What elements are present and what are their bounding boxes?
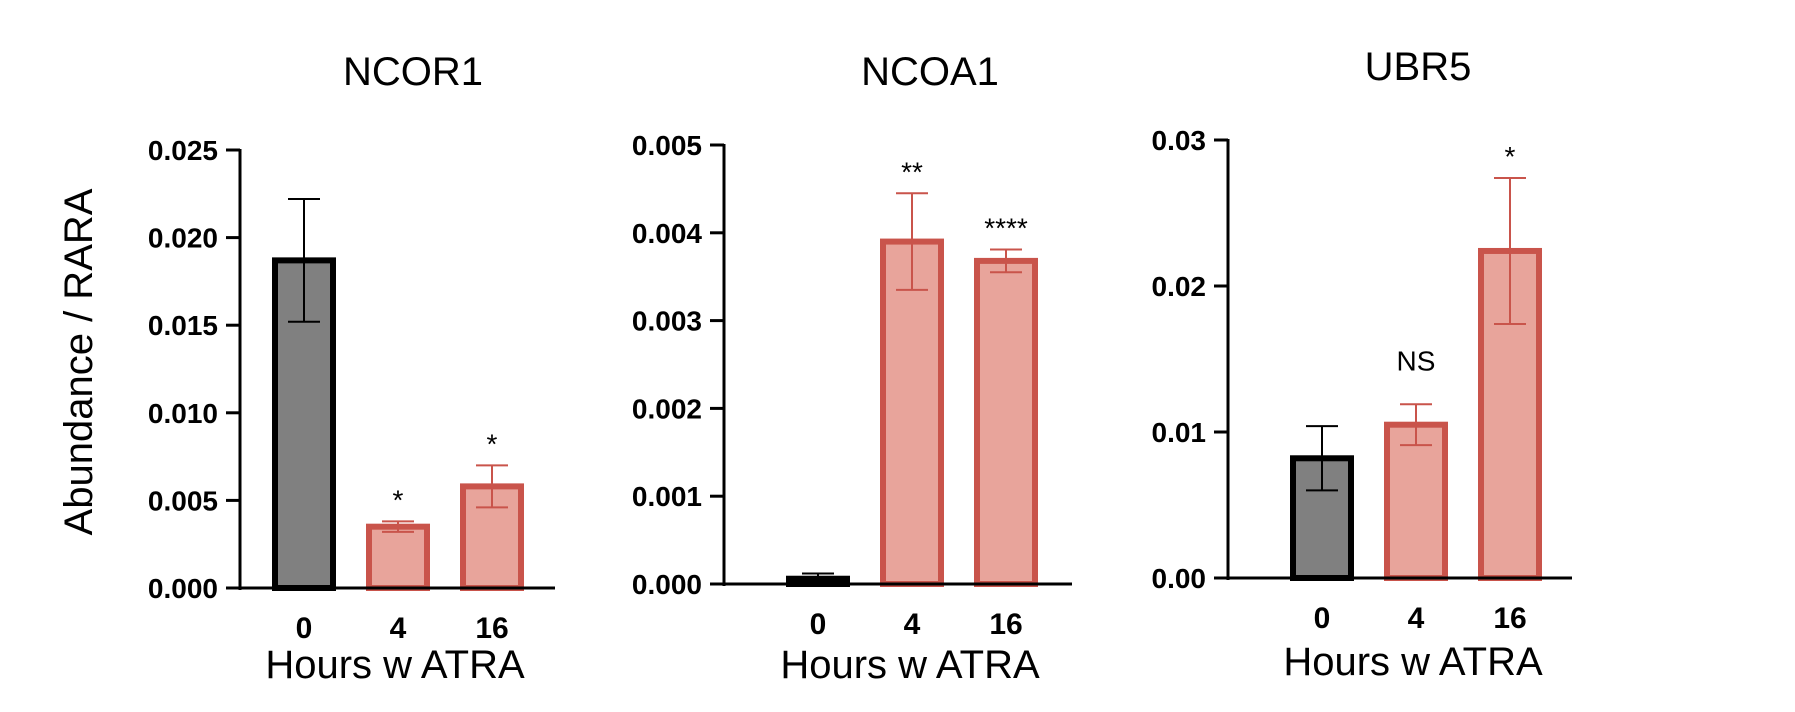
y-tick-label: 0.000 [632,569,702,600]
y-tick-label: 0.002 [632,393,702,424]
y-tick-label: 0.02 [1152,271,1207,302]
x-tick-label: 4 [904,608,921,641]
x-tick-label: 16 [475,612,508,645]
x-tick-label: 4 [390,612,407,645]
y-tick-label: 0.003 [632,306,702,337]
x-axis-label: Hours w ATRA [265,643,525,687]
y-tick-label: 0.001 [632,481,702,512]
plot-area: 0 NS 4 * 16 0.00 0.01 0.02 0.03 [1152,125,1572,635]
bar [366,523,430,591]
y-tick-label: 0.005 [148,485,218,516]
significance-label: ** [901,156,923,187]
y-tick-label: 0.000 [148,573,218,604]
y-tick-label: 0.005 [632,130,702,161]
panel-title: NCOR1 [343,50,483,94]
x-tick-label: 0 [296,612,313,645]
plot-area: 0 * 4 * 16 0.000 0.005 0.010 0.015 0.020 0.025 [148,135,555,645]
y-tick-label: 0.00 [1152,563,1207,594]
panel-title: UBR5 [1365,45,1472,89]
panel-title: NCOA1 [861,50,999,94]
bar [880,238,944,588]
y-axis-label: Abundance / RARA [57,188,101,535]
y-tick-label: 0.020 [148,223,218,254]
y-tick-label: 0.004 [632,218,702,249]
bar [1384,421,1448,582]
significance-label: NS [1397,345,1436,376]
x-tick-label: 16 [989,608,1022,641]
y-tick-label: 0.01 [1152,417,1207,448]
y-tick-label: 0.015 [148,310,218,341]
x-tick-label: 0 [1314,602,1331,635]
plot-area: 0 ** 4 **** 16 0.000 0.001 0.002 0.003 0.004 0.005 [632,130,1072,641]
panel-ubr5: UBR5 0 NS 4 * 16 0.00 0.01 0.02 0.03 Hours w ATR… [1152,45,1572,684]
y-tick-label: 0.010 [148,398,218,429]
x-tick-label: 4 [1408,602,1425,635]
significance-label: **** [984,212,1028,243]
x-tick-label: 0 [810,608,827,641]
significance-label: * [1505,141,1516,172]
y-tick-label: 0.025 [148,135,218,166]
y-tick-label: 0.03 [1152,125,1207,156]
significance-label: * [393,484,404,515]
significance-label: * [487,428,498,459]
bar [974,257,1038,587]
x-axis-label: Hours w ATRA [780,643,1040,687]
panel-ncor1: NCOR1 Abundance / RARA 0*4*160.0000.0050… [57,50,555,687]
x-axis-label: Hours w ATRA [1283,640,1543,684]
panel-ncoa1: NCOA1 0 ** 4 **** 16 0.000 0.001 0.002 0.003 0.00… [632,50,1072,687]
x-tick-label: 16 [1493,602,1526,635]
